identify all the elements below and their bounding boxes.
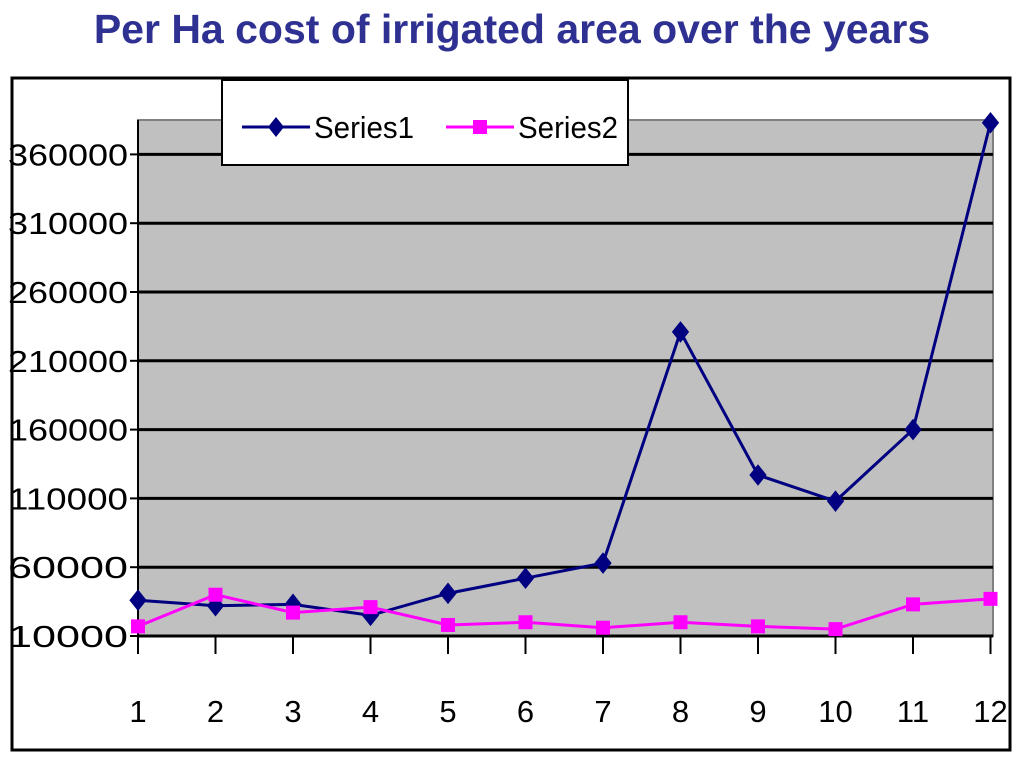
- x-tick-label: 4: [362, 694, 379, 729]
- x-tick-label: 10: [818, 694, 852, 729]
- legend: Series1 Series2: [221, 79, 629, 166]
- x-tick-label: 6: [517, 694, 534, 729]
- x-tick-label: 5: [439, 694, 456, 729]
- data-point: [673, 615, 688, 630]
- data-point: [594, 552, 612, 574]
- x-tick-label: 8: [672, 694, 689, 729]
- series-line: [137, 122, 992, 617]
- data-point: [129, 589, 147, 612]
- x-tick-label: 9: [749, 694, 766, 729]
- data-point: [516, 567, 535, 590]
- data-point: [904, 418, 922, 441]
- y-tick-label: 10000: [8, 619, 128, 654]
- data-point: [826, 490, 845, 512]
- data-point: [981, 111, 1000, 134]
- series-layer: [129, 111, 1000, 637]
- data-point: [441, 617, 455, 632]
- data-point: [596, 620, 610, 635]
- axes: 10000 60000 110000 160000 210000 260000 310000…: [8, 120, 1008, 729]
- x-tick-label: 3: [284, 694, 301, 729]
- y-tick-label: 260000: [8, 275, 128, 310]
- data-point: [439, 582, 457, 605]
- data-point: [363, 600, 378, 615]
- x-tick-label: 1: [129, 694, 146, 729]
- legend-box: [221, 79, 629, 166]
- data-point: [749, 464, 767, 486]
- y-tick-label: 310000: [8, 206, 128, 241]
- series-line: [137, 593, 991, 631]
- legend-marker: [268, 117, 284, 137]
- data-point: [208, 587, 223, 602]
- data-point: [131, 619, 145, 634]
- legend-marker: [473, 120, 487, 134]
- data-point: [286, 605, 300, 620]
- data-point: [751, 619, 765, 634]
- data-point: [906, 597, 920, 612]
- data-point: [828, 622, 843, 637]
- series-2: [131, 587, 998, 637]
- y-tick-label: 210000: [8, 344, 128, 379]
- x-tick-label: 12: [973, 694, 1007, 729]
- chart-title: Per Ha cost of irrigated area over the y…: [93, 6, 931, 52]
- x-tick-label: 2: [207, 694, 224, 729]
- data-point: [518, 615, 533, 630]
- data-point: [983, 591, 998, 606]
- legend-label: Series1: [314, 110, 414, 145]
- x-tick-label: 11: [897, 694, 929, 729]
- plot-area: [137, 119, 994, 637]
- x-tick-label: 7: [594, 694, 611, 729]
- y-tick-label: 160000: [8, 413, 128, 448]
- y-tick-label: 60000: [8, 550, 128, 585]
- legend-label: Series2: [518, 110, 618, 145]
- data-point: [671, 321, 690, 343]
- y-tick-label: 110000: [8, 481, 128, 516]
- y-tick-label: 360000: [8, 137, 128, 172]
